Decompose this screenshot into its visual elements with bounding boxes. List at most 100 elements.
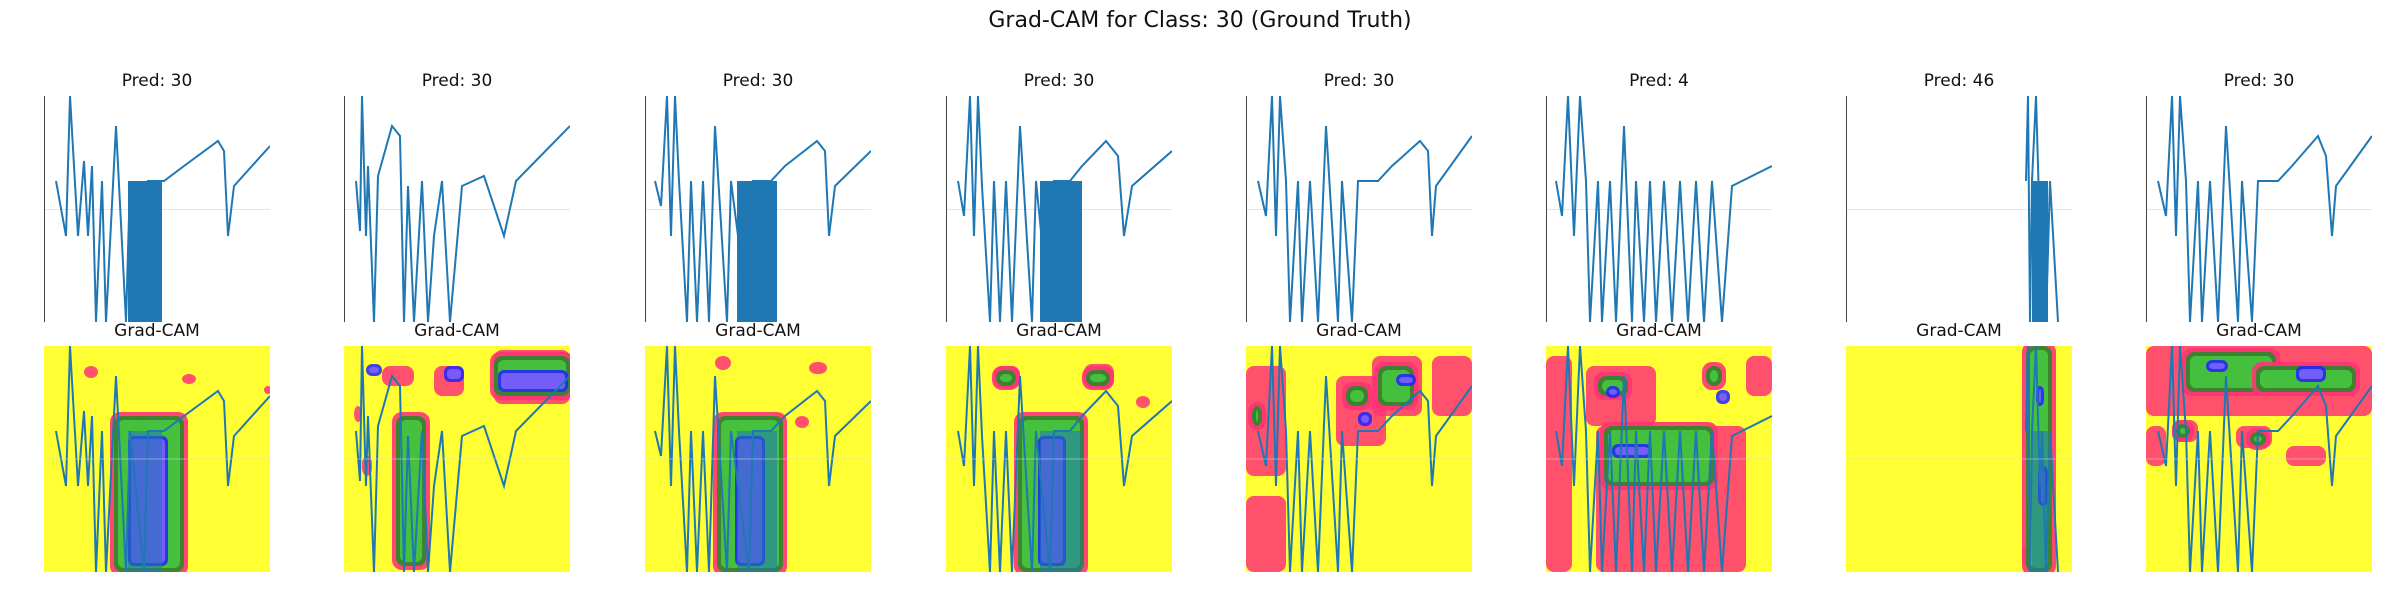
heatmap-low-region <box>715 356 731 370</box>
overlay-dense-block <box>737 431 777 572</box>
gridline <box>344 209 570 210</box>
prediction-title: Pred: 30 <box>421 71 493 91</box>
y-axis-line <box>1546 96 1547 322</box>
heatmap-peak-region <box>1719 393 1727 401</box>
overlay-signal-line <box>2157 346 2372 572</box>
heatmap-low-region <box>1136 396 1150 408</box>
gradcam-heatmap <box>1846 346 2072 572</box>
heatmap-mid-highlight <box>1608 430 1710 482</box>
prediction-title: Pred: 30 <box>1323 71 1395 91</box>
signal-dense-block <box>1040 181 1082 322</box>
heatmap-low-region <box>264 386 270 394</box>
heatmap-mid-highlight <box>1090 374 1106 382</box>
signal-dense-block <box>737 181 777 322</box>
heatmap-svg <box>1846 346 2072 572</box>
gradcam-title: Grad-CAM <box>114 321 200 341</box>
heatmap-peak-region <box>2299 369 2323 379</box>
signal-line <box>654 96 871 322</box>
signal-svg <box>654 96 871 322</box>
heatmap-svg <box>1546 346 1772 572</box>
heatmap-peak-region <box>369 367 379 373</box>
overlay-signal-line <box>355 346 570 572</box>
heatmap-mid-highlight <box>1000 374 1012 382</box>
heatmap-low-region <box>182 374 196 384</box>
overlay-signal-line <box>1257 346 1472 572</box>
heatmap-svg <box>2146 346 2372 572</box>
y-axis-line <box>1246 96 1247 322</box>
overlay-signal-line <box>654 346 871 572</box>
signal-plot <box>2146 96 2372 322</box>
prediction-title: Pred: 30 <box>121 71 193 91</box>
heatmap-peak-region <box>1615 447 1649 455</box>
prediction-title: Pred: 30 <box>2223 71 2295 91</box>
signal-svg <box>55 96 270 322</box>
signal-plot <box>1546 96 1772 322</box>
signal-plot <box>946 96 1172 322</box>
heatmap-mid-highlight <box>1256 410 1258 422</box>
heatmap-peak-region <box>447 369 461 379</box>
gradcam-title: Grad-CAM <box>715 321 801 341</box>
overlay-signal-line <box>1555 346 1772 572</box>
heatmap-low-region <box>809 362 827 374</box>
y-axis-line <box>2146 96 2147 322</box>
gridline <box>1846 209 2072 210</box>
signal-svg <box>957 96 1172 322</box>
signal-line <box>1257 96 1472 322</box>
heatmap-low-region <box>1746 356 1772 396</box>
prediction-title: Pred: 30 <box>722 71 794 91</box>
heatmap-peak-region <box>2039 389 2041 403</box>
signal-line <box>957 96 1172 322</box>
subplot-column-7: Pred: 46 Grad-CAM <box>1846 0 2072 600</box>
prediction-title: Pred: 30 <box>1023 71 1095 91</box>
heatmap-low-region <box>2146 426 2166 466</box>
gradcam-heatmap <box>2146 346 2372 572</box>
gradcam-title: Grad-CAM <box>1916 321 2002 341</box>
heatmap-low-region <box>2286 446 2326 466</box>
signal-plot <box>645 96 871 322</box>
figure-title: Grad-CAM for Class: 30 (Ground Truth) <box>988 8 1412 33</box>
heatmap-peak-region <box>1609 389 1617 395</box>
signal-svg <box>2025 96 2059 322</box>
y-axis-line <box>44 96 45 322</box>
gradcam-heatmap <box>44 346 270 572</box>
subplot-column-5: Pred: 30 Grad-CAM <box>1246 0 1472 600</box>
heatmap-svg <box>344 346 570 572</box>
heatmap-svg <box>645 346 871 572</box>
heatmap-mid-highlight <box>2180 428 2186 434</box>
gridline <box>2146 209 2372 210</box>
subplot-column-6: Pred: 4 Grad-CAM <box>1546 0 1772 600</box>
heatmap-peak-region <box>1399 377 1413 383</box>
heatmap-svg <box>44 346 270 572</box>
signal-line <box>2025 96 2059 322</box>
signal-line <box>55 96 270 322</box>
gridline <box>1546 209 1772 210</box>
gradcam-title: Grad-CAM <box>1616 321 1702 341</box>
y-axis-line <box>645 96 646 322</box>
subplot-column-2: Pred: 30 Grad-CAM <box>344 0 570 600</box>
signal-plot <box>44 96 270 322</box>
signal-svg <box>355 96 570 322</box>
heatmap-mid-highlight <box>1710 370 1718 382</box>
subplot-column-3: Pred: 30 Grad-CAM <box>645 0 871 600</box>
signal-plot <box>1846 96 2072 322</box>
gradcam-heatmap <box>645 346 871 572</box>
gridline <box>1246 209 1472 210</box>
heatmap-mid-highlight <box>1350 390 1364 402</box>
y-axis-line <box>1846 96 1847 322</box>
signal-plot <box>1246 96 1472 322</box>
prediction-title: Pred: 4 <box>1629 71 1689 91</box>
heatmap-peak-region <box>2209 363 2225 369</box>
gradcam-title: Grad-CAM <box>1316 321 1402 341</box>
gradcam-title: Grad-CAM <box>2216 321 2302 341</box>
subplot-column-4: Pred: 30 Grad-CAM <box>946 0 1172 600</box>
signal-svg <box>2157 96 2372 322</box>
heatmap-low-region <box>84 366 98 378</box>
overlay-dense-block <box>1040 431 1082 572</box>
heatmap-peak-region <box>1361 415 1369 423</box>
signal-svg <box>1257 96 1472 322</box>
gradcam-heatmap <box>946 346 1172 572</box>
overlay-signal-line <box>55 346 270 572</box>
subplot-column-8: Pred: 30 Grad-CAM <box>2146 0 2372 600</box>
y-axis-line <box>946 96 947 322</box>
heatmap-low-region <box>1432 356 1472 416</box>
